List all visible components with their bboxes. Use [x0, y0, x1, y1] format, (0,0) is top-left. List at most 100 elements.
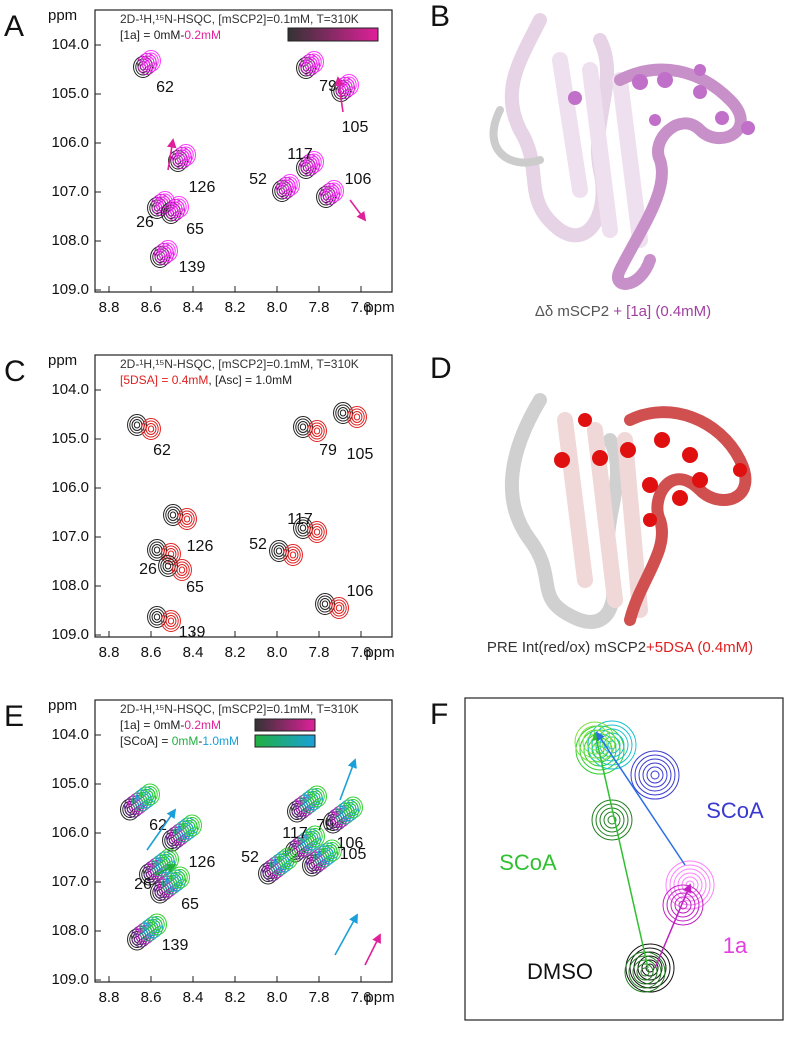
contour: [154, 243, 174, 265]
ring: [575, 725, 625, 775]
ring: [625, 943, 675, 993]
ring: [595, 728, 629, 762]
y-tick-label: 108.0: [51, 922, 89, 939]
y-tick-label: 108.0: [51, 577, 89, 594]
contour: [297, 421, 309, 433]
contour: [170, 152, 186, 170]
contour: [178, 817, 198, 840]
contour: [306, 153, 322, 171]
x-tick-label: 8.0: [267, 989, 288, 1006]
y-tick-label: 104.0: [51, 726, 89, 743]
contour: [158, 240, 178, 262]
peak-label: 65: [186, 579, 204, 596]
contour: [147, 913, 167, 936]
contour: [307, 420, 327, 442]
contour: [141, 50, 161, 72]
ring: [669, 864, 711, 906]
peak-contours: [285, 825, 325, 863]
panel-letter: A: [4, 10, 24, 43]
contour: [331, 599, 347, 617]
contour: [349, 804, 357, 811]
shift-arrow: [349, 199, 367, 222]
text-segment: 2D-¹H,¹⁵N-HSQC, [mSCP2]=0.1mM, T=310K: [120, 12, 359, 26]
peak-label: 26: [136, 214, 154, 231]
contour: [274, 850, 294, 873]
contour: [127, 928, 147, 951]
contour: [153, 613, 161, 621]
x-unit: ppm: [365, 299, 394, 316]
peak-contours: [293, 416, 327, 442]
contour: [307, 828, 323, 845]
x-tick-label: 7.6: [351, 299, 372, 316]
contour: [167, 201, 183, 219]
contour: [293, 834, 313, 857]
contour: [150, 246, 170, 268]
text-segment: +5DSA (0.4mM): [646, 639, 753, 656]
peak-label: 126: [189, 854, 216, 871]
contour: [131, 925, 151, 948]
contour: [163, 612, 179, 630]
contour: [323, 811, 343, 834]
ring: [591, 799, 633, 841]
annotation: DMSO: [527, 959, 593, 984]
contour: [313, 528, 321, 536]
contour: [318, 188, 334, 206]
y-tick-label: 107.0: [51, 528, 89, 545]
contour: [158, 875, 178, 898]
shift-arrow: [339, 758, 357, 801]
x-tick-label: 7.6: [351, 989, 372, 1006]
contour: [166, 826, 186, 849]
contour: [309, 830, 321, 843]
contour: [283, 544, 303, 566]
peak-label: 139: [179, 259, 206, 276]
x-tick-label: 7.8: [309, 989, 330, 1006]
ring: [674, 896, 692, 914]
text-segment: + [1a] (0.4mM): [613, 303, 711, 320]
contour: [182, 151, 190, 159]
peak-contours: [315, 593, 349, 619]
ring: [642, 762, 668, 788]
contour: [165, 615, 177, 627]
peak-label: 62: [153, 442, 171, 459]
contour: [278, 179, 294, 197]
contour: [172, 147, 192, 169]
contour: [310, 158, 318, 166]
contour: [179, 510, 195, 528]
annotation: SCoA: [706, 798, 764, 823]
contour: [165, 856, 173, 863]
contour: [302, 156, 318, 174]
peak-label: 106: [345, 171, 372, 188]
contour: [181, 513, 193, 525]
contour: [351, 411, 363, 423]
contour: [306, 851, 326, 874]
text-segment: 0mM: [172, 734, 199, 748]
contour: [287, 800, 307, 823]
panel-letter: C: [4, 355, 26, 388]
contour: [296, 157, 316, 179]
text-segment: [1a] = 0mM-: [120, 28, 184, 42]
x-tick-label: 8.8: [99, 644, 120, 661]
contour: [180, 820, 196, 837]
contour: [162, 872, 182, 895]
contour: [171, 198, 187, 216]
text-segment: 1.0mM: [202, 734, 239, 748]
contour: [146, 791, 154, 798]
y-unit: ppm: [48, 697, 77, 714]
contour: [153, 921, 161, 928]
contour: [149, 916, 165, 933]
contour: [172, 559, 192, 581]
x-unit: ppm: [365, 644, 394, 661]
contour: [337, 407, 349, 419]
contour: [314, 845, 334, 868]
text-segment: [5DSA] = 0.4mM: [120, 373, 208, 387]
contour: [289, 551, 297, 559]
contour: [143, 916, 163, 939]
contour: [284, 855, 292, 862]
contour: [176, 823, 192, 840]
contour: [311, 425, 323, 437]
contour: [299, 423, 307, 431]
contour: [139, 863, 159, 886]
contour: [301, 828, 321, 851]
contour: [297, 831, 317, 854]
contour: [310, 848, 330, 871]
